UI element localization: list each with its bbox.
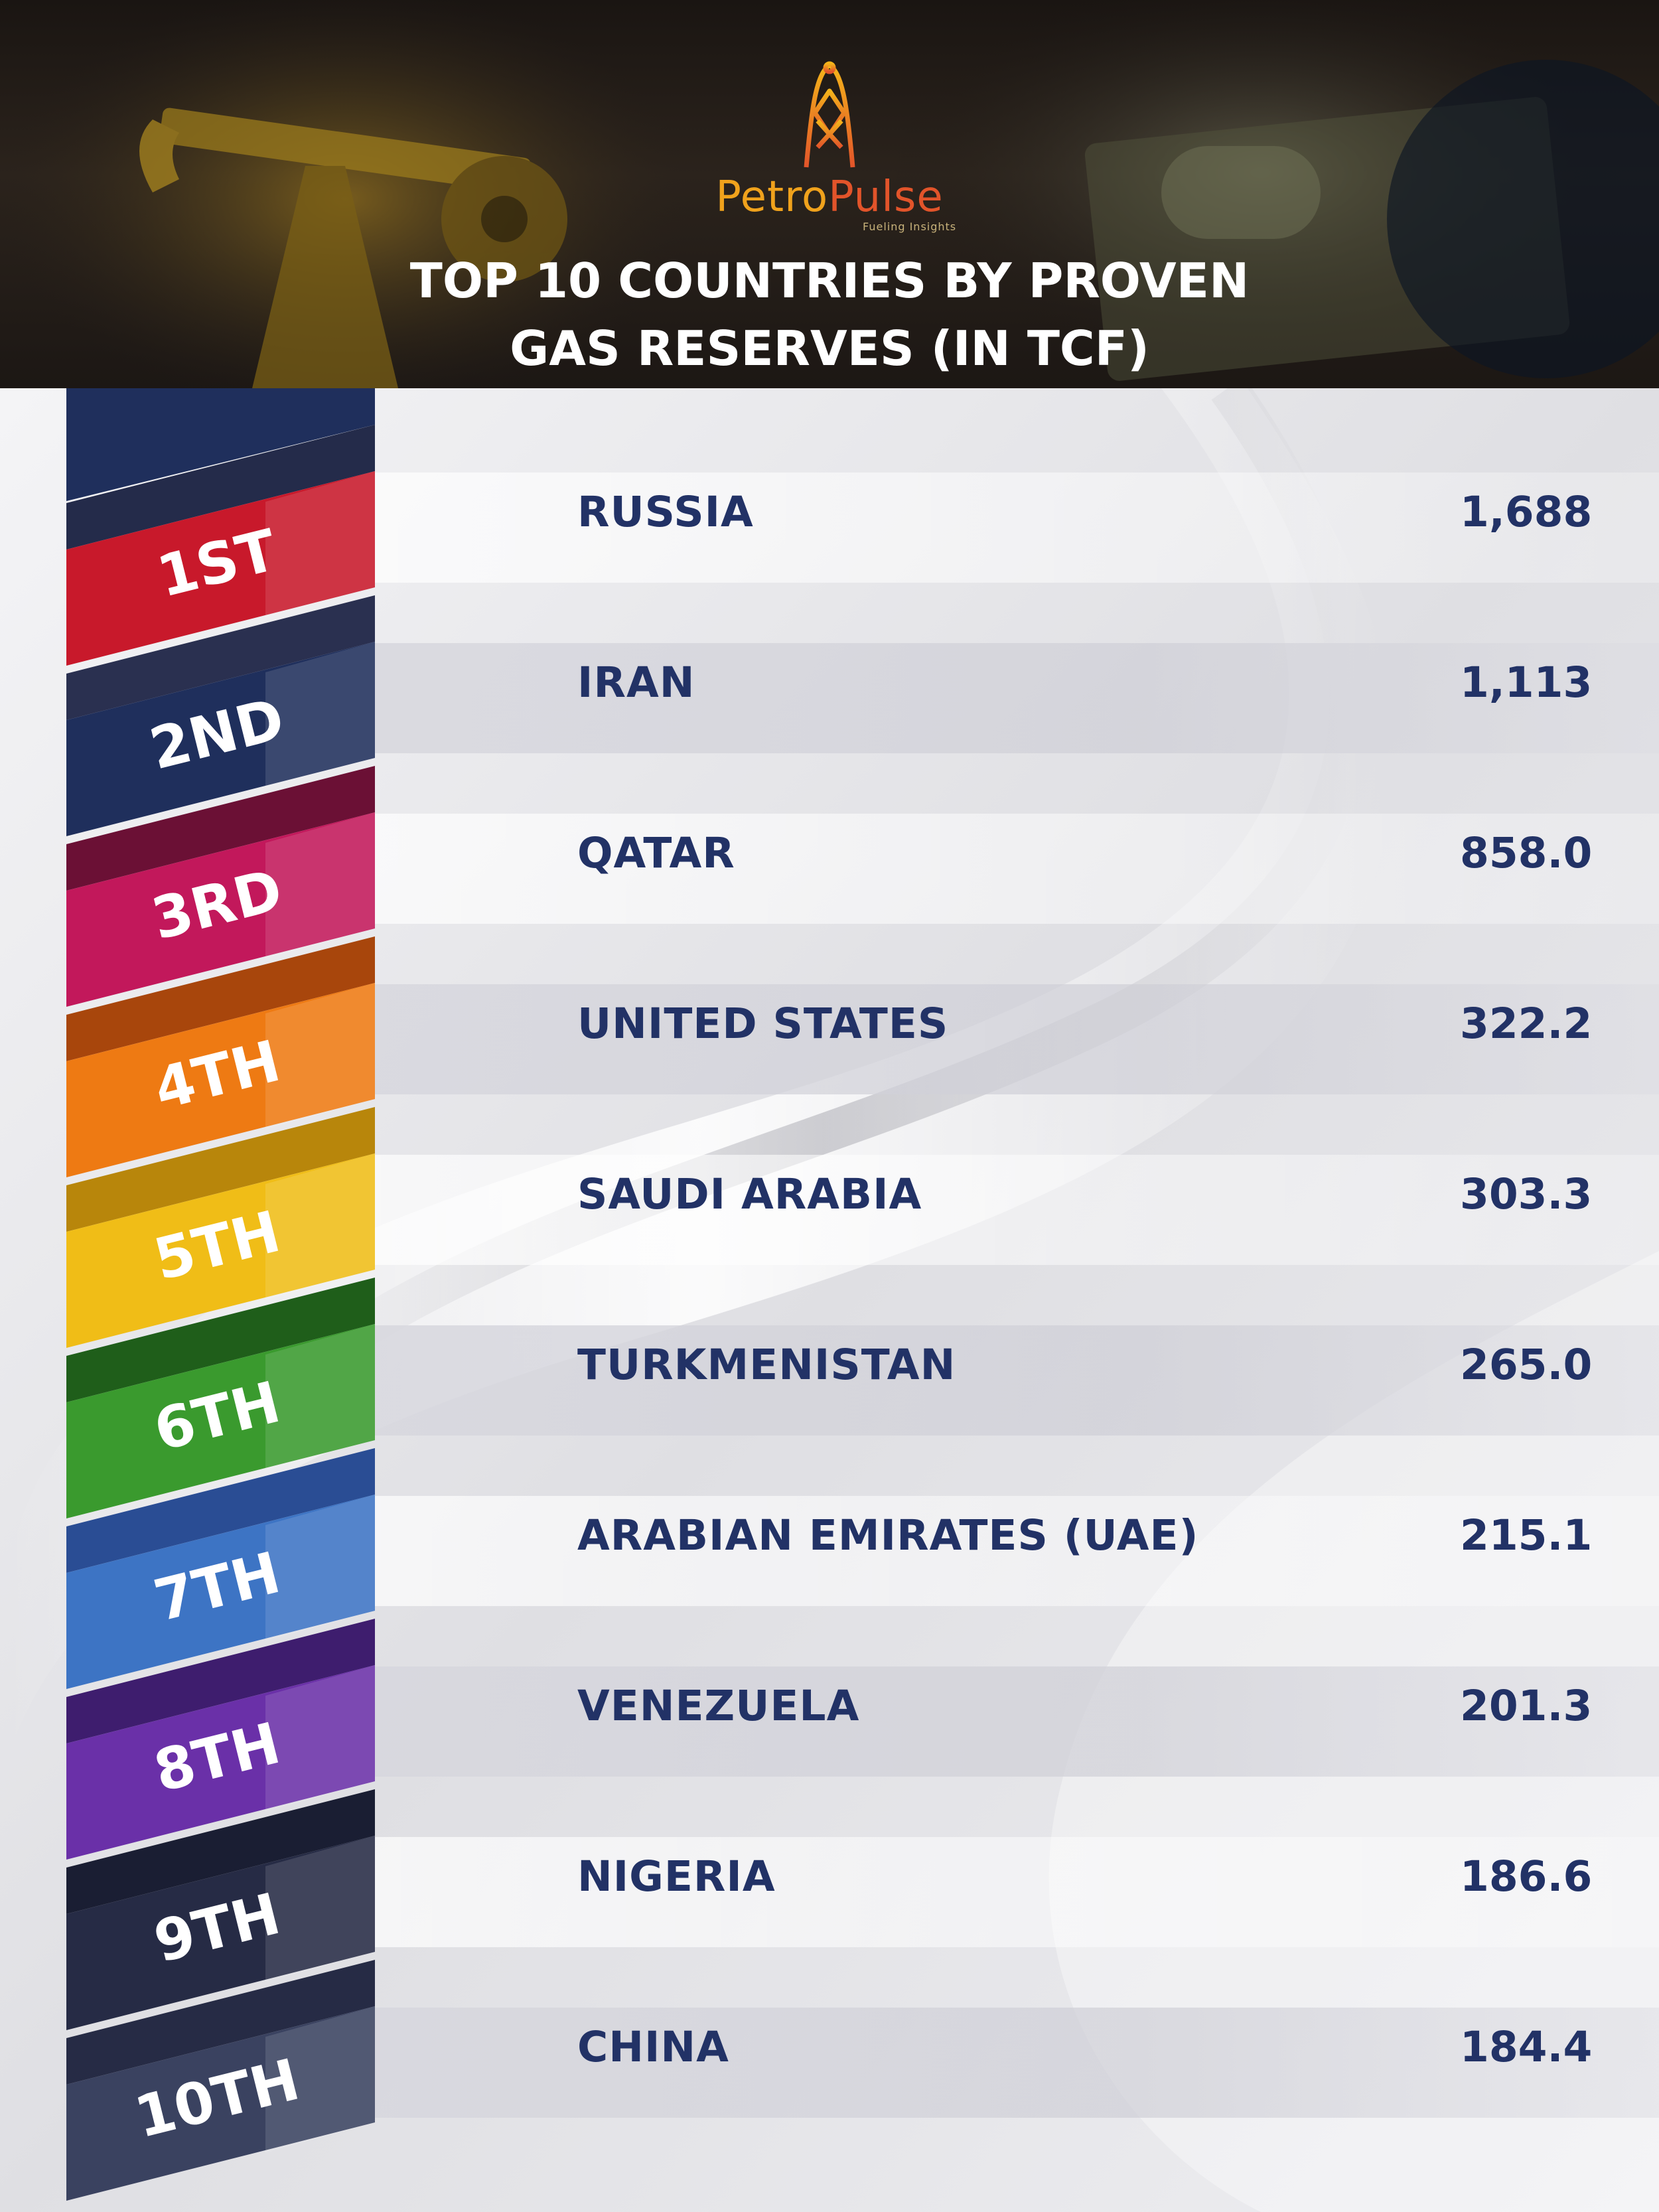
ribbon-highlight xyxy=(265,1153,375,1300)
table-row: SAUDI ARABIA 303.3 xyxy=(375,1155,1659,1265)
ribbon-fold xyxy=(66,1278,375,1402)
petropulse-logo-icon xyxy=(804,61,855,168)
table-row: NIGERIA 186.6 xyxy=(375,1837,1659,1947)
brand-tagline: Fueling Insights xyxy=(863,220,957,233)
country-name: SAUDI ARABIA xyxy=(577,1170,922,1218)
reserve-value: 303.3 xyxy=(1460,1170,1593,1218)
country-name: UNITED STATES xyxy=(577,999,949,1048)
ribbon-highlight xyxy=(265,1665,375,1812)
reserve-value: 186.6 xyxy=(1460,1852,1593,1901)
rank-ribbon-segment xyxy=(66,983,375,1177)
ribbon-highlight xyxy=(265,1836,375,1982)
country-name: NIGERIA xyxy=(577,1852,776,1901)
ribbon-top-segment xyxy=(66,388,375,501)
country-name: VENEZUELA xyxy=(577,1682,860,1730)
rank-ribbon-segment xyxy=(66,1495,375,1689)
ribbon-highlight xyxy=(265,1324,375,1471)
ribbon-highlight xyxy=(265,983,375,1130)
title-line-1: TOP 10 COUNTRIES BY PROVEN xyxy=(409,253,1250,309)
country-name: TURKMENISTAN xyxy=(577,1341,956,1389)
ribbon-fold xyxy=(66,766,375,891)
country-name: IRAN xyxy=(577,658,695,707)
rank-ribbon-segment xyxy=(66,642,375,836)
table-row: CHINA 184.4 xyxy=(375,2008,1659,2118)
page-title: TOP 10 COUNTRIES BY PROVEN GAS RESERVES … xyxy=(199,247,1460,382)
reserve-value: 201.3 xyxy=(1460,1682,1593,1730)
title-line-2: GAS RESERVES (IN TCF) xyxy=(510,321,1149,376)
brand-name-part1: Petro xyxy=(715,173,829,222)
ribbon-highlight xyxy=(265,1495,375,1641)
table-row: RUSSIA 1,688 xyxy=(375,473,1659,583)
table-row: VENEZUELA 201.3 xyxy=(375,1666,1659,1777)
ribbon-fold xyxy=(66,1107,375,1232)
brand-name-part2: Pulse xyxy=(828,173,944,222)
reserve-value: 322.2 xyxy=(1460,999,1593,1048)
country-name: ARABIAN EMIRATES (UAE) xyxy=(577,1511,1199,1560)
table-row: IRAN 1,113 xyxy=(375,643,1659,753)
rank-ribbon-segment xyxy=(66,1665,375,1860)
reserve-value: 1,113 xyxy=(1460,658,1593,707)
country-name: RUSSIA xyxy=(577,488,754,536)
table-row: QATAR 858.0 xyxy=(375,814,1659,924)
header-photo-background xyxy=(0,0,1659,388)
reserve-value: 858.0 xyxy=(1460,829,1593,877)
rank-ribbon-segment xyxy=(66,1153,375,1348)
ribbon-fold xyxy=(66,1789,375,1914)
table-row: ARABIAN EMIRATES (UAE) 215.1 xyxy=(375,1496,1659,1606)
ribbon-fold xyxy=(66,1619,375,1743)
ribbon-fold xyxy=(66,595,375,720)
reserve-value: 265.0 xyxy=(1460,1341,1593,1389)
ribbon-highlight xyxy=(265,471,375,618)
table-row: TURKMENISTAN 265.0 xyxy=(375,1325,1659,1436)
ribbon-fold xyxy=(66,1448,375,1573)
rank-ribbon-segment xyxy=(66,2006,375,2201)
ribbon-highlight xyxy=(265,812,375,959)
rank-ribbon-segment xyxy=(66,1836,375,2030)
rank-ribbon-segment xyxy=(66,812,375,1007)
reserve-value: 215.1 xyxy=(1460,1511,1593,1560)
reserve-value: 184.4 xyxy=(1460,2023,1593,2071)
brand-wordmark: PetroPulse xyxy=(0,174,1659,220)
ribbon-fold xyxy=(66,1960,375,2085)
ribbon-highlight xyxy=(265,642,375,788)
table-row: UNITED STATES 322.2 xyxy=(375,984,1659,1094)
header-banner: PetroPulse Fueling Insights TOP 10 COUNT… xyxy=(0,0,1659,388)
ribbon-fold xyxy=(66,425,375,550)
reserve-value: 1,688 xyxy=(1460,488,1593,536)
pump-jack-icon xyxy=(139,108,567,388)
ribbon-highlight xyxy=(265,2006,375,2153)
rank-ribbon-segment xyxy=(66,471,375,666)
ribbon-fold xyxy=(66,936,375,1061)
country-name: QATAR xyxy=(577,829,735,877)
rank-ribbon-segment xyxy=(66,1324,375,1518)
country-name: CHINA xyxy=(577,2023,729,2071)
